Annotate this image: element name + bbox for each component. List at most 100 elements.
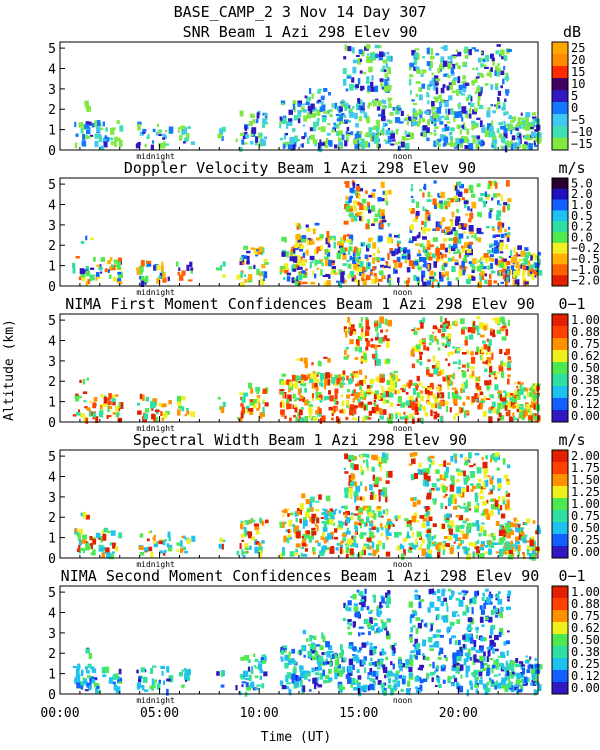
data-cell	[77, 536, 81, 541]
colorbar-swatch	[552, 102, 568, 115]
data-cell	[366, 454, 370, 458]
data-cell	[86, 377, 89, 381]
data-cell	[387, 684, 392, 689]
data-cell	[489, 541, 495, 548]
data-cell	[413, 452, 418, 456]
data-cell	[359, 380, 364, 386]
data-cell	[452, 660, 457, 668]
data-cell	[348, 487, 353, 494]
data-cell	[392, 663, 395, 670]
data-cell	[403, 249, 407, 254]
data-cell	[431, 281, 434, 289]
data-cell	[151, 406, 154, 411]
data-cell	[378, 461, 383, 465]
data-cell	[526, 669, 531, 673]
data-cell	[459, 183, 464, 189]
data-cell	[286, 672, 292, 679]
data-cell	[99, 404, 103, 410]
data-cell	[529, 271, 532, 275]
data-cell	[329, 379, 333, 382]
data-cell	[501, 663, 504, 668]
data-cell	[342, 618, 347, 622]
data-cell	[447, 108, 451, 115]
data-cell	[472, 542, 477, 547]
data-cell	[313, 635, 317, 640]
data-cell	[366, 623, 371, 628]
data-cell	[111, 551, 115, 554]
data-cell	[319, 417, 322, 424]
data-cell	[494, 452, 499, 457]
data-cell	[321, 262, 324, 267]
data-cell	[371, 625, 375, 631]
data-cell	[401, 388, 406, 393]
data-cell	[522, 126, 528, 130]
data-cell	[432, 331, 435, 334]
data-cell	[468, 113, 472, 119]
data-cell	[470, 366, 475, 370]
data-cell	[470, 683, 474, 690]
data-cell	[507, 232, 511, 236]
data-cell	[457, 491, 463, 497]
data-cell	[429, 132, 433, 135]
data-cell	[445, 115, 449, 119]
data-cell	[145, 396, 149, 402]
data-cell	[148, 530, 151, 534]
data-cell	[369, 494, 374, 500]
data-cell	[414, 403, 419, 406]
data-cell	[291, 144, 296, 150]
data-cell	[388, 470, 393, 478]
data-cell	[490, 182, 494, 185]
data-cell	[453, 77, 458, 81]
y-tick-label: 3	[48, 219, 56, 234]
data-cell	[343, 220, 349, 225]
data-cell	[399, 660, 402, 666]
data-cell	[243, 255, 248, 260]
data-cell	[440, 253, 444, 259]
data-cell	[459, 223, 464, 229]
data-cell	[537, 133, 540, 138]
data-cell	[489, 601, 493, 605]
data-cell	[451, 635, 456, 639]
data-cell	[321, 415, 326, 422]
data-cell	[377, 210, 380, 213]
data-cell	[464, 652, 469, 657]
data-cell	[153, 541, 158, 548]
data-cell	[109, 553, 114, 560]
data-cell	[251, 666, 254, 672]
data-cell	[456, 124, 461, 130]
data-cell	[435, 487, 440, 491]
data-cell	[518, 126, 523, 129]
data-cell	[354, 481, 358, 487]
data-cell	[137, 402, 141, 406]
data-cell	[307, 650, 312, 657]
data-cell	[532, 119, 536, 124]
data-cell	[475, 67, 479, 71]
data-cell	[362, 459, 365, 464]
data-cell	[486, 499, 489, 504]
data-cell	[474, 233, 477, 239]
data-cell	[315, 644, 321, 647]
data-cell	[220, 684, 225, 688]
data-cell	[461, 649, 464, 657]
data-cell	[246, 531, 251, 536]
data-cell	[239, 110, 244, 117]
data-cell	[523, 280, 527, 286]
data-cell	[363, 684, 368, 691]
data-cell	[344, 279, 347, 284]
data-cell	[299, 503, 304, 510]
data-cell	[489, 365, 493, 373]
data-cell	[279, 521, 285, 528]
data-cell	[408, 543, 411, 546]
data-cell	[466, 590, 469, 594]
data-cell	[360, 243, 364, 247]
data-cell	[489, 499, 494, 503]
data-cell	[395, 411, 399, 415]
data-cell	[374, 276, 378, 283]
data-cell	[366, 117, 370, 124]
data-cell	[375, 673, 379, 680]
data-cell	[423, 257, 427, 264]
data-cell	[414, 594, 418, 598]
data-cell	[406, 134, 411, 137]
data-cell	[453, 184, 456, 192]
data-cell	[448, 132, 453, 136]
